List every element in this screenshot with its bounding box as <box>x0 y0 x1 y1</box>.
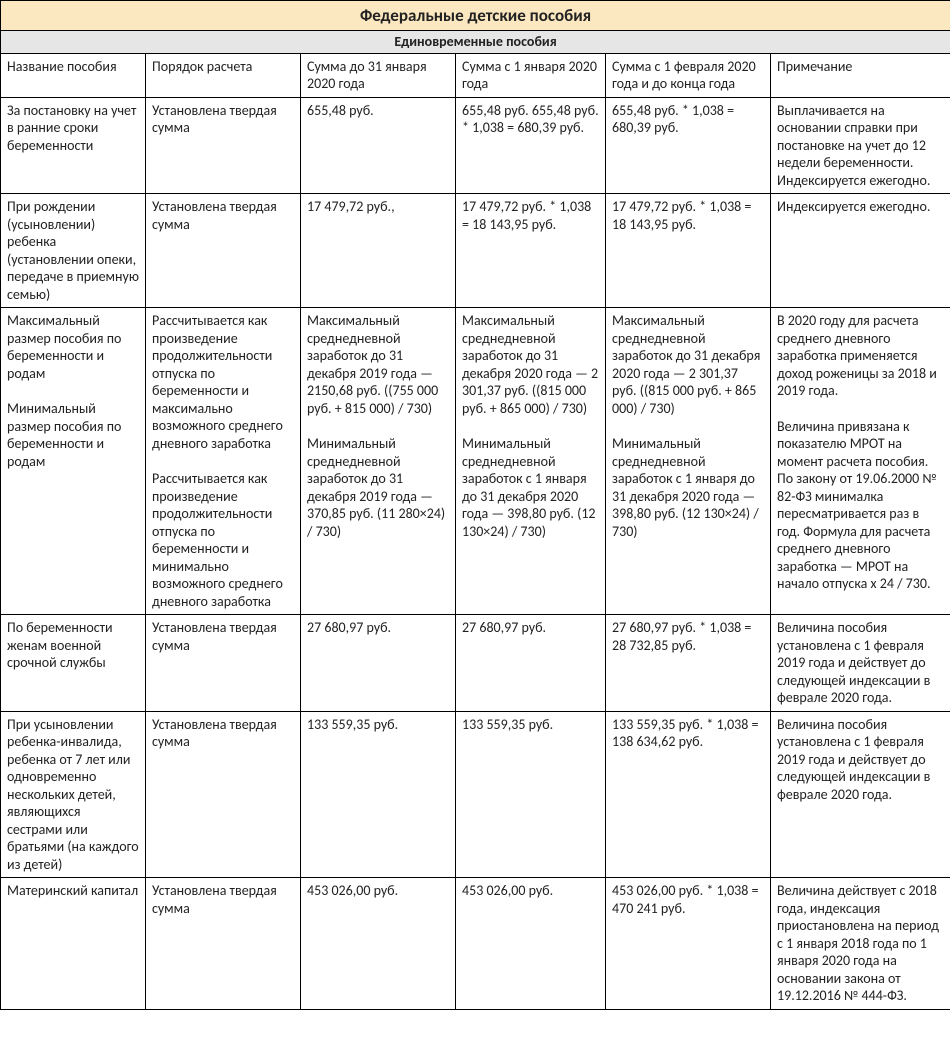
table-title: Федеральные детские пособия <box>1 1 950 31</box>
cell-text: Минимальный среднедневной заработок до 3… <box>307 435 449 540</box>
cell: 655,48 руб. <box>301 97 456 194</box>
table-row: Материнский капиталУстановлена твердая с… <box>1 878 950 1010</box>
cell-text: Максимальный размер пособия по беременно… <box>7 312 139 382</box>
cell: Выплачивается на основании справки при п… <box>771 97 950 194</box>
cell: Установлена твердая сумма <box>146 878 301 1010</box>
cell: Индексируется ежегодно. <box>771 194 950 308</box>
table-row: При усыновлении ребенка-инвалида, ребенк… <box>1 711 950 878</box>
table-header-row: Название пособия Порядок расчета Сумма д… <box>1 53 950 97</box>
col-header: Сумма до 31 января 2020 года <box>301 53 456 97</box>
table-row: Максимальный размер пособия по беременно… <box>1 308 950 615</box>
cell: 453 026,00 руб. <box>301 878 456 1010</box>
cell: За постановку на учет в ранние сроки бер… <box>1 97 146 194</box>
cell: 133 559,35 руб. <box>456 711 606 878</box>
cell: Максимальный среднедневной заработок до … <box>301 308 456 615</box>
cell: Максимальный среднедневной заработок до … <box>606 308 771 615</box>
cell: 133 559,35 руб. <box>301 711 456 878</box>
cell: Максимальный размер пособия по беременно… <box>1 308 146 615</box>
table-row: По беременности женам военной срочной сл… <box>1 615 950 712</box>
cell-text: Рассчитывается как произведение продолжи… <box>152 470 294 610</box>
cell: Установлена твердая сумма <box>146 194 301 308</box>
cell: 453 026,00 руб. * 1,038 = 470 241 руб. <box>606 878 771 1010</box>
cell: 453 026,00 руб. <box>456 878 606 1010</box>
cell-text: Величина привязана к показателю МРОТ на … <box>777 418 944 593</box>
cell: Величина пособия установлена с 1 февраля… <box>771 615 950 712</box>
cell: Максимальный среднедневной заработок до … <box>456 308 606 615</box>
cell: Величина пособия установлена с 1 февраля… <box>771 711 950 878</box>
cell: 17 479,72 руб., <box>301 194 456 308</box>
cell: В 2020 году для расчета среднего дневног… <box>771 308 950 615</box>
col-header: Порядок расчета <box>146 53 301 97</box>
cell-text: Максимальный среднедневной заработок до … <box>612 312 764 417</box>
cell: 133 559,35 руб. * 1,038 = 138 634,62 руб… <box>606 711 771 878</box>
cell-text: Минимальный размер пособия по беременнос… <box>7 400 139 470</box>
col-header: Название пособия <box>1 53 146 97</box>
col-header: Примечание <box>771 53 950 97</box>
cell: 17 479,72 руб. * 1,038 = 18 143,95 руб. <box>606 194 771 308</box>
cell: 655,48 руб. * 1,038 = 680,39 руб. <box>606 97 771 194</box>
table-subtitle-row: Единовременные пособия <box>1 31 950 54</box>
cell: 17 479,72 руб. * 1,038 = 18 143,95 руб. <box>456 194 606 308</box>
cell: Величина действует с 2018 года, индексац… <box>771 878 950 1010</box>
benefits-table: Федеральные детские пособия Единовременн… <box>0 0 950 1010</box>
cell-text: Максимальный среднедневной заработок до … <box>462 312 599 417</box>
cell-text: Минимальный среднедневной заработок с 1 … <box>462 435 599 540</box>
cell: Материнский капитал <box>1 878 146 1010</box>
table-subtitle: Единовременные пособия <box>1 31 950 54</box>
cell: Установлена твердая сумма <box>146 97 301 194</box>
cell: 27 680,97 руб. * 1,038 = 28 732,85 руб. <box>606 615 771 712</box>
benefits-table-page: Федеральные детские пособия Единовременн… <box>0 0 950 1010</box>
cell: 655,48 руб. 655,48 руб. * 1,038 = 680,39… <box>456 97 606 194</box>
cell-text: Рассчитывается как произведение продолжи… <box>152 312 294 452</box>
cell: По беременности женам военной срочной сл… <box>1 615 146 712</box>
cell: Рассчитывается как произведение продолжи… <box>146 308 301 615</box>
col-header: Сумма с 1 февраля 2020 года и до конца г… <box>606 53 771 97</box>
cell: 27 680,97 руб. <box>301 615 456 712</box>
cell: Установлена твердая сумма <box>146 615 301 712</box>
cell-text: Максимальный среднедневной заработок до … <box>307 312 449 417</box>
cell: При усыновлении ребенка-инвалида, ребенк… <box>1 711 146 878</box>
table-title-row: Федеральные детские пособия <box>1 1 950 31</box>
cell-text: Минимальный среднедневной заработок с 1 … <box>612 435 764 540</box>
table-row: При рождении (усыновлении) ребенка (уста… <box>1 194 950 308</box>
cell-text: В 2020 году для расчета среднего дневног… <box>777 312 944 400</box>
col-header: Сумма с 1 января 2020 года <box>456 53 606 97</box>
table-row: За постановку на учет в ранние сроки бер… <box>1 97 950 194</box>
cell: При рождении (усыновлении) ребенка (уста… <box>1 194 146 308</box>
cell: Установлена твердая сумма <box>146 711 301 878</box>
cell: 27 680,97 руб. <box>456 615 606 712</box>
